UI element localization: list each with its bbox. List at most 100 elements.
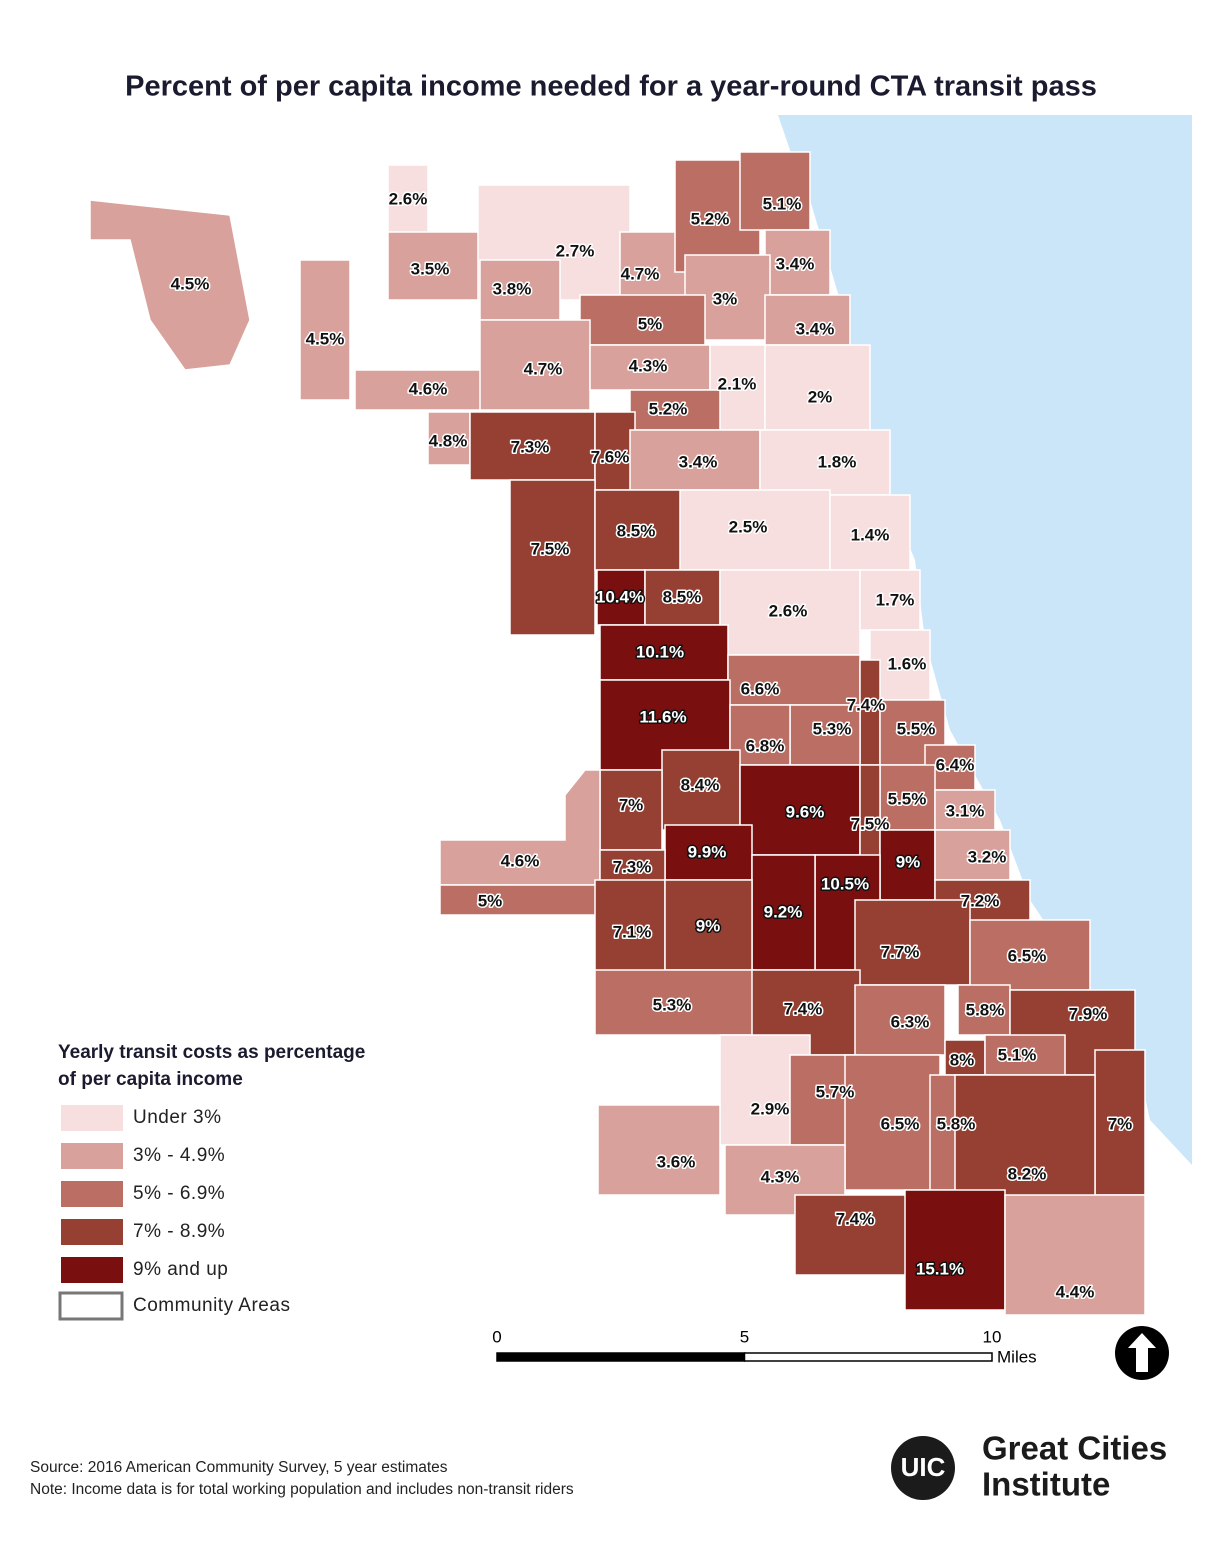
- legend: Yearly transit costs as percentage of per…: [58, 1042, 365, 1321]
- area-label: 3.8%: [493, 279, 532, 298]
- community-area: [387, 164, 429, 236]
- community-area: [644, 569, 721, 626]
- area-label: 4.4%: [1056, 1282, 1095, 1301]
- area-label: 7.4%: [847, 695, 886, 714]
- area-label: 8.2%: [1008, 1164, 1047, 1183]
- area-label: 2%: [808, 387, 833, 406]
- legend-swatch: [61, 1181, 123, 1207]
- area-label: 5.8%: [937, 1114, 976, 1133]
- area-label: 3.2%: [968, 847, 1007, 866]
- area-label: 7.7%: [881, 942, 920, 961]
- community-area: [1004, 1194, 1146, 1316]
- community-area: [664, 879, 753, 971]
- title: Percent of per capita income needed for …: [125, 71, 1097, 103]
- scale-segment: [743, 1352, 993, 1362]
- area-label: 4.6%: [409, 379, 448, 398]
- area-label: 4.7%: [524, 359, 563, 378]
- area-label: 2.5%: [729, 517, 768, 536]
- area-label: 5.3%: [813, 719, 852, 738]
- community-area: [599, 769, 663, 851]
- legend-title: Yearly transit costs as percentage: [58, 1042, 365, 1063]
- area-label: 3.4%: [796, 319, 835, 338]
- area-label: 7.5%: [851, 814, 890, 833]
- legend-label: Community Areas: [133, 1295, 290, 1316]
- area-label: 4.3%: [761, 1167, 800, 1186]
- community-area: [664, 824, 753, 881]
- area-label: 3.4%: [679, 452, 718, 471]
- area-label: 6.6%: [741, 679, 780, 698]
- community-area: [299, 259, 351, 401]
- area-label: 7.1%: [613, 922, 652, 941]
- area-label: 9%: [896, 852, 921, 871]
- area-label: 7.6%: [591, 447, 630, 466]
- area-label: 5%: [638, 314, 663, 333]
- area-label: 9.6%: [786, 802, 825, 821]
- area-label: 7.4%: [836, 1209, 875, 1228]
- community-area: [679, 489, 831, 571]
- logo-badge: [891, 1436, 955, 1500]
- area-label: 4.7%: [621, 264, 660, 283]
- area-label: 6.3%: [891, 1012, 930, 1031]
- logo-badge-text: UIC: [901, 1452, 946, 1482]
- area-label: 10.5%: [821, 874, 869, 893]
- area-label: 2.7%: [556, 241, 595, 260]
- area-label: 4.6%: [501, 851, 540, 870]
- source-note: Note: Income data is for total working p…: [30, 1481, 574, 1498]
- area-label: 5.1%: [763, 194, 802, 213]
- area-label: 7.9%: [1069, 1004, 1108, 1023]
- community-area: [439, 884, 601, 916]
- area-label: 8.4%: [681, 775, 720, 794]
- logo-name: Institute: [982, 1466, 1110, 1503]
- area-label: 7.3%: [613, 857, 652, 876]
- area-label: 10.1%: [636, 642, 684, 661]
- footer: Source: 2016 American Community Survey, …: [30, 1459, 574, 1498]
- area-label: 6.5%: [881, 1114, 920, 1133]
- legend-swatch: [61, 1105, 123, 1131]
- area-label: 8.5%: [617, 521, 656, 540]
- area-label: 1.8%: [818, 452, 857, 471]
- area-label: 11.6%: [639, 707, 686, 726]
- community-area: [751, 854, 816, 971]
- area-label: 5.5%: [897, 719, 936, 738]
- area-label: 15.1%: [916, 1259, 964, 1278]
- area-label: 5.7%: [816, 1082, 855, 1101]
- area-label: 8%: [950, 1050, 975, 1069]
- community-area: [829, 494, 911, 571]
- community-area: [594, 879, 666, 976]
- area-label: 1.4%: [851, 525, 890, 544]
- area-label: 2.6%: [769, 601, 808, 620]
- area-label: 9%: [696, 916, 721, 935]
- scale-unit: Miles: [997, 1347, 1037, 1366]
- area-label: 5.5%: [888, 789, 927, 808]
- source-note: Source: 2016 American Community Survey, …: [30, 1459, 448, 1476]
- community-area: [596, 569, 646, 626]
- community-area: [904, 1189, 1006, 1311]
- area-label: 3.6%: [657, 1152, 696, 1171]
- area-label: 6.8%: [746, 736, 785, 755]
- legend-label: 3% - 4.9%: [133, 1145, 225, 1166]
- area-label: 5.2%: [691, 209, 730, 228]
- legend-swatch: [61, 1219, 123, 1245]
- area-label: 7.4%: [784, 999, 823, 1018]
- community-area: [661, 749, 741, 831]
- area-label: 2.6%: [389, 189, 428, 208]
- scale-tick-label: 0: [492, 1327, 501, 1346]
- community-area: [469, 411, 596, 481]
- area-label: 5.8%: [966, 1000, 1005, 1019]
- scale-segment: [496, 1352, 746, 1362]
- community-area: [879, 829, 936, 901]
- community-area: [629, 389, 721, 431]
- community-area: [854, 984, 946, 1056]
- area-label: 2.9%: [751, 1099, 790, 1118]
- area-labels: 4.5% 2.6% 3.5% 2.7% 3.8% 4.7% 5.2% 5.1% 3.4% 3% 5%…: [169, 188, 1134, 1303]
- logo-name: Great Cities: [982, 1430, 1167, 1467]
- community-area: [594, 969, 756, 1036]
- legend-swatch: [58, 1291, 124, 1321]
- legend-title: of per capita income: [58, 1069, 243, 1090]
- community-area: [427, 411, 471, 466]
- community-area: [789, 704, 861, 766]
- area-label: 9.2%: [764, 902, 803, 921]
- community-area: [969, 919, 1091, 991]
